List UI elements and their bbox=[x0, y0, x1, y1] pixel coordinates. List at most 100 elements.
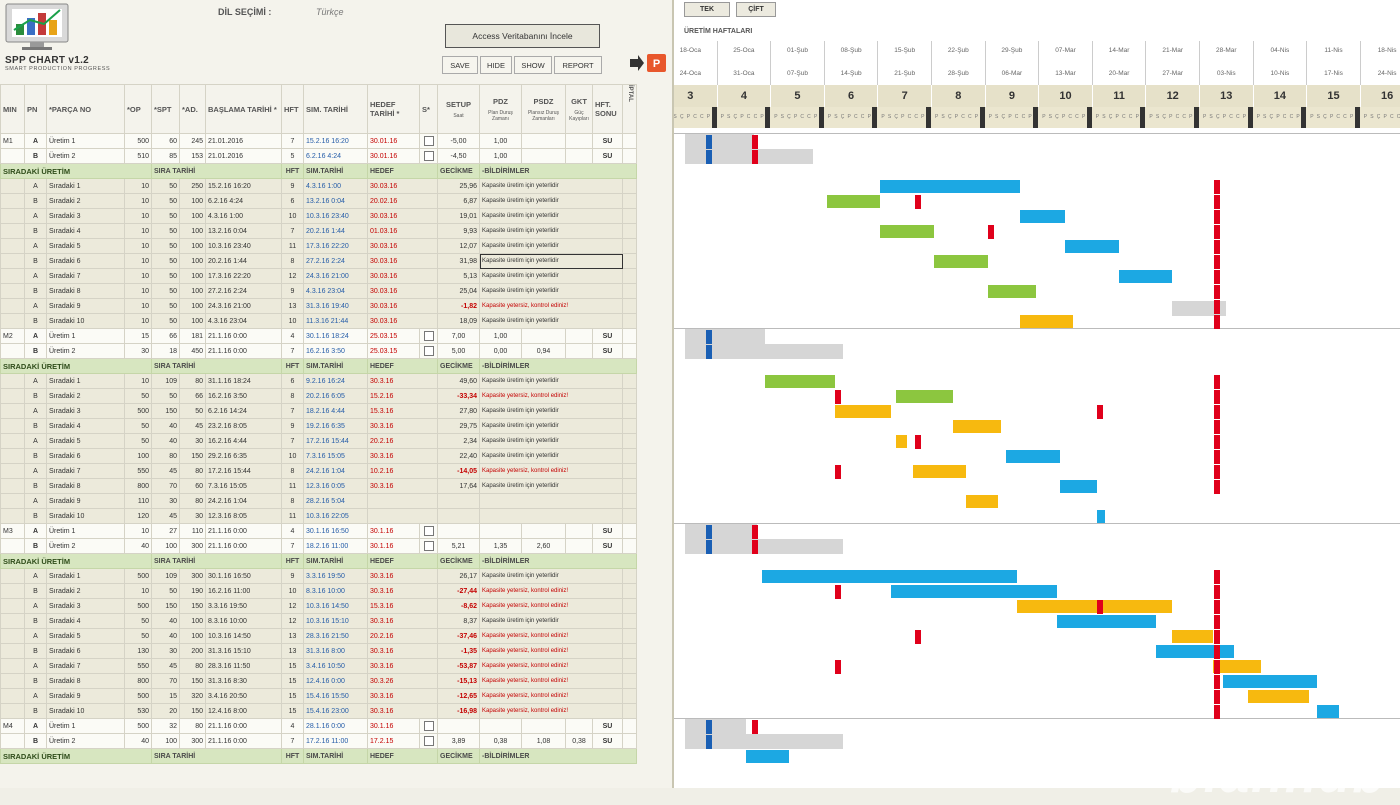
target-marker[interactable] bbox=[1214, 614, 1221, 629]
gantt-bar[interactable] bbox=[684, 343, 843, 359]
queue-row[interactable]: A Sıradaki 9 500 15 320 3.4.16 20:50 15 15.4.16… bbox=[0, 688, 637, 704]
gantt-bar[interactable] bbox=[891, 585, 1058, 598]
target-marker[interactable] bbox=[1214, 629, 1221, 644]
s-checkbox[interactable] bbox=[419, 523, 438, 539]
queue-row[interactable]: B Sıradaki 4 10 50 100 13.2.16 0:04 7 20.2.16 1… bbox=[0, 223, 637, 239]
gantt-bar[interactable] bbox=[912, 465, 967, 478]
gantt-bar[interactable] bbox=[1212, 660, 1261, 673]
production-row[interactable]: B Üretim 2 40 100 300 21.1.16 0:00 7 18.2.16 11… bbox=[0, 538, 637, 554]
gantt-bar[interactable] bbox=[987, 285, 1036, 298]
part-name[interactable]: Üretim 2 bbox=[46, 343, 125, 359]
production-row[interactable]: B Üretim 2 510 85 153 21.01.2016 5 6.2.16 4:24 3… bbox=[0, 148, 637, 164]
part-name[interactable]: Üretim 2 bbox=[46, 733, 125, 749]
queue-row[interactable]: B Sıradaki 10 120 45 30 12.3.16 8:05 11 10.3.16… bbox=[0, 508, 637, 524]
start-marker[interactable] bbox=[706, 719, 713, 734]
target-marker[interactable] bbox=[1214, 584, 1221, 599]
target-marker[interactable] bbox=[751, 149, 758, 164]
queue-row[interactable]: B Sıradaki 4 50 40 45 23.2.16 8:05 9 19.2.16 6:… bbox=[0, 418, 637, 434]
part-name[interactable]: Üretim 1 bbox=[46, 523, 125, 539]
queue-row[interactable]: A Sıradaki 5 10 50 100 10.3.16 23:40 11 17.3.16… bbox=[0, 238, 637, 254]
target-marker[interactable] bbox=[1214, 449, 1221, 464]
gantt-bar[interactable] bbox=[880, 180, 1020, 193]
queue-row[interactable]: A Sıradaki 1 500 109 300 30.1.16 16:50 9 3.3.16… bbox=[0, 568, 637, 584]
gantt-bar[interactable] bbox=[1156, 645, 1235, 658]
target-marker[interactable] bbox=[1214, 704, 1221, 719]
s-checkbox-box[interactable] bbox=[423, 345, 434, 356]
queue-row[interactable]: A Sıradaki 1 10 109 80 31.1.16 18:24 6 9.2.16 1… bbox=[0, 373, 637, 389]
gantt-bar[interactable] bbox=[1057, 615, 1157, 628]
queue-row[interactable]: A Sıradaki 3 500 150 150 3.3.16 19:50 12 10.3.1… bbox=[0, 598, 637, 614]
gantt-bar[interactable] bbox=[1118, 270, 1173, 283]
production-row[interactable]: M4 A Üretim 1 500 32 80 21.1.16 0:00 4 28.1.16 0… bbox=[0, 718, 637, 734]
target-marker[interactable] bbox=[1214, 299, 1221, 314]
target-marker[interactable] bbox=[1214, 674, 1221, 689]
part-name[interactable]: Üretim 2 bbox=[46, 148, 125, 164]
target-marker[interactable] bbox=[834, 389, 841, 404]
start-marker[interactable] bbox=[706, 134, 713, 149]
gantt-bar[interactable] bbox=[684, 538, 843, 554]
target-marker[interactable] bbox=[915, 434, 922, 449]
queue-row[interactable]: B Sıradaki 6 10 50 100 20.2.16 1:44 8 27.2.16 2… bbox=[0, 253, 637, 269]
gantt-bar[interactable] bbox=[1017, 600, 1173, 613]
target-marker[interactable] bbox=[1214, 314, 1221, 329]
queue-row[interactable]: B Sıradaki 2 10 50 190 16.2.16 11:00 10 8.3.16 … bbox=[0, 583, 637, 599]
gantt-bar[interactable] bbox=[762, 570, 1018, 583]
queue-row[interactable]: B Sıradaki 10 530 20 150 12.4.16 8:00 15 15.4.1… bbox=[0, 703, 637, 719]
target-marker[interactable] bbox=[1214, 644, 1221, 659]
target-marker[interactable] bbox=[915, 629, 922, 644]
queue-row[interactable]: B Sıradaki 6 100 80 150 29.2.16 6:35 10 7.3.16 … bbox=[0, 448, 637, 464]
production-row[interactable]: B Üretim 2 40 100 300 21.1.16 0:00 7 17.2.16 11… bbox=[0, 733, 637, 749]
queue-row[interactable]: A Sıradaki 1 10 50 250 15.2.16 16:20 9 4.3.16 1… bbox=[0, 178, 637, 194]
production-row[interactable]: M3 A Üretim 1 10 27 110 21.1.16 0:00 4 30.1.16 1… bbox=[0, 523, 637, 539]
target-marker[interactable] bbox=[834, 659, 841, 674]
s-checkbox-box[interactable] bbox=[423, 735, 434, 746]
target-marker[interactable] bbox=[915, 194, 922, 209]
gantt-bar[interactable] bbox=[1097, 510, 1106, 523]
gantt-bar[interactable] bbox=[896, 435, 908, 448]
target-marker[interactable] bbox=[751, 134, 758, 149]
gantt-bar[interactable] bbox=[896, 390, 953, 403]
target-marker[interactable] bbox=[1214, 434, 1221, 449]
part-name[interactable]: Üretim 1 bbox=[46, 718, 125, 734]
s-checkbox-box[interactable] bbox=[423, 720, 434, 731]
gantt-bar[interactable] bbox=[684, 148, 814, 164]
start-marker[interactable] bbox=[706, 149, 713, 164]
gantt-bar[interactable] bbox=[1019, 315, 1074, 328]
s-checkbox-box[interactable] bbox=[423, 150, 434, 161]
target-marker[interactable] bbox=[751, 539, 758, 554]
queue-row[interactable]: A Sıradaki 5 50 40 100 10.3.16 14:50 13 28.3.16… bbox=[0, 628, 637, 644]
gantt-bar[interactable] bbox=[1059, 480, 1098, 493]
queue-row[interactable]: B Sıradaki 8 10 50 100 27.2.16 2:24 9 4.3.16 23… bbox=[0, 283, 637, 299]
gantt-bar[interactable] bbox=[1223, 675, 1318, 688]
queue-row[interactable]: A Sıradaki 9 110 30 80 24.2.16 1:04 8 28.2.16 5… bbox=[0, 493, 637, 509]
queue-row[interactable]: B Sıradaki 6 130 30 200 31.3.16 15:10 13 31.3.1… bbox=[0, 643, 637, 659]
single-week-button[interactable]: TEK bbox=[684, 2, 730, 17]
gantt-bar[interactable] bbox=[746, 750, 790, 763]
queue-row[interactable]: A Sıradaki 5 50 40 30 16.2.16 4:44 7 17.2.16 15… bbox=[0, 433, 637, 449]
queue-row[interactable]: B Sıradaki 2 50 50 66 16.2.16 3:50 8 20.2.16 6:… bbox=[0, 388, 637, 404]
s-checkbox[interactable] bbox=[419, 328, 438, 344]
s-checkbox-box[interactable] bbox=[423, 540, 434, 551]
target-marker[interactable] bbox=[987, 224, 994, 239]
target-marker[interactable] bbox=[834, 584, 841, 599]
gantt-bar[interactable] bbox=[933, 255, 988, 268]
part-name[interactable]: Üretim 2 bbox=[46, 538, 125, 554]
production-row[interactable]: M2 A Üretim 1 15 66 181 21.1.16 0:00 4 30.1.16 1… bbox=[0, 328, 637, 344]
show-button[interactable]: SHOW bbox=[514, 56, 552, 74]
language-select[interactable]: Türkçe bbox=[316, 7, 344, 17]
save-button[interactable]: SAVE bbox=[442, 56, 478, 74]
target-marker[interactable] bbox=[1214, 419, 1221, 434]
access-database-button[interactable]: Access Veritabanını İncele bbox=[445, 24, 600, 48]
double-week-button[interactable]: ÇİFT bbox=[736, 2, 776, 17]
start-marker[interactable] bbox=[706, 539, 713, 554]
target-marker[interactable] bbox=[1214, 389, 1221, 404]
gantt-bar[interactable] bbox=[684, 733, 843, 749]
s-checkbox-box[interactable] bbox=[423, 330, 434, 341]
gantt-bar[interactable] bbox=[684, 718, 747, 734]
gantt-bar[interactable] bbox=[966, 495, 999, 508]
s-checkbox[interactable] bbox=[419, 148, 438, 164]
report-button[interactable]: REPORT bbox=[554, 56, 602, 74]
target-marker[interactable] bbox=[1214, 209, 1221, 224]
queue-row[interactable]: B Sıradaki 2 10 50 100 6.2.16 4:24 6 13.2.16 0:… bbox=[0, 193, 637, 209]
queue-row[interactable]: B Sıradaki 8 800 70 60 7.3.16 15:05 11 12.3.16 … bbox=[0, 478, 637, 494]
